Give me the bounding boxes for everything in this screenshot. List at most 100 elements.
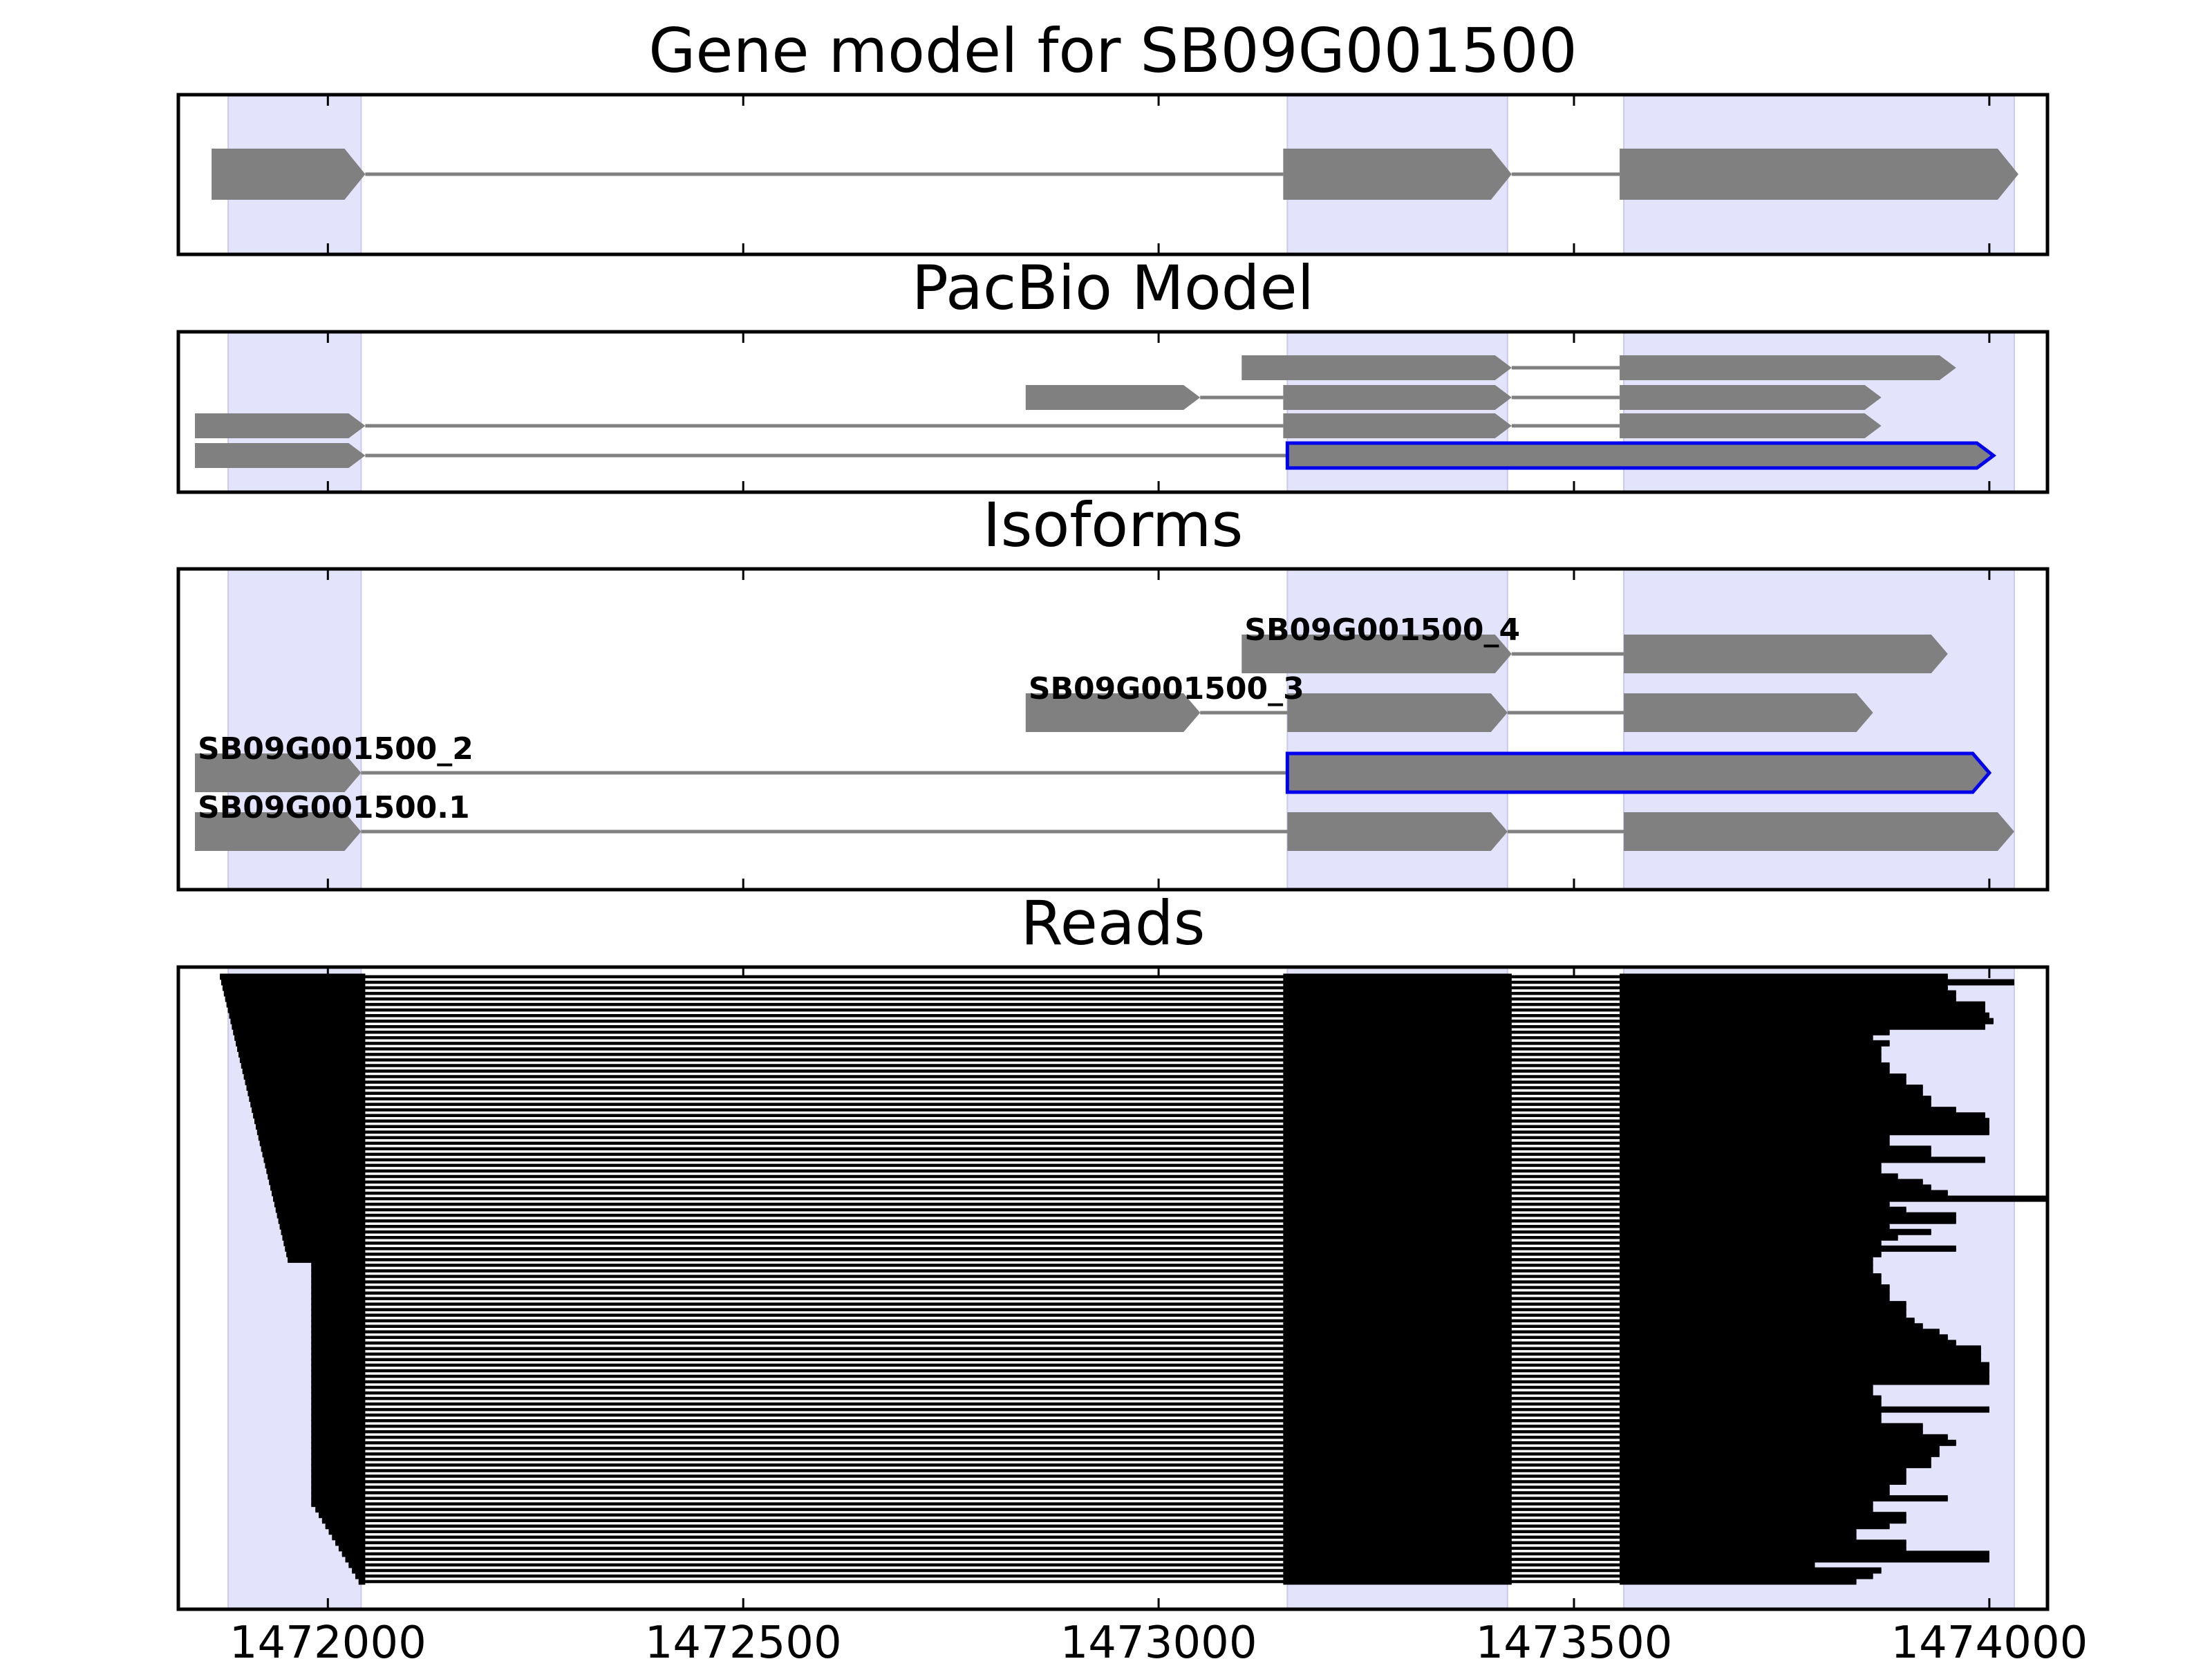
read-exon [311, 1356, 366, 1363]
read-exon [352, 1567, 366, 1574]
read-exon [1283, 1051, 1512, 1058]
read-exon [311, 1378, 366, 1385]
read-exon [1620, 1439, 1956, 1446]
read-exon [1620, 1168, 1882, 1174]
read-exon [1283, 1001, 1512, 1008]
read-exon [311, 1373, 366, 1380]
read-exon [1283, 1151, 1512, 1158]
read-exon [311, 1439, 366, 1446]
read-exon [1283, 1412, 1512, 1418]
exon-block [195, 812, 362, 851]
exon-block [1624, 693, 1873, 732]
read-exon [1283, 1023, 1512, 1030]
read-exon [311, 1334, 366, 1341]
read-exon [238, 1051, 366, 1058]
read-exon [1283, 1079, 1512, 1086]
reads-title: Reads [1021, 888, 1206, 959]
read-exon [1283, 990, 1512, 997]
read-exon [1620, 1578, 1857, 1585]
read-exon [1620, 1345, 1981, 1352]
read-exon [1620, 1234, 1898, 1241]
read-exon [1620, 1123, 1989, 1130]
read-exon [1283, 1550, 1512, 1557]
read-exon [1283, 1217, 1512, 1224]
read-exon [1283, 1539, 1512, 1546]
read-exon [1283, 1472, 1512, 1479]
read-exon [311, 1461, 366, 1468]
read-exon [1620, 1107, 1956, 1114]
read-exon [250, 1101, 366, 1108]
read-exon [259, 1140, 366, 1147]
read-exon [1283, 1417, 1512, 1424]
read-exon [1620, 1245, 1956, 1252]
read-exon [241, 1062, 366, 1069]
read-exon [1283, 979, 1512, 986]
read-exon [1283, 1129, 1512, 1136]
read-exon [1620, 1184, 1931, 1191]
read-exon [1283, 1384, 1512, 1391]
read-exon [1283, 1406, 1512, 1413]
read-exon [1620, 1090, 1923, 1097]
read-exon [1620, 1029, 1890, 1035]
axes-frame [176, 93, 2050, 256]
read-exon [348, 1562, 366, 1568]
read-exon [1620, 1206, 1906, 1213]
exon-block [1283, 413, 1512, 438]
exon-block [1620, 413, 1882, 438]
read-exon [1283, 1329, 1512, 1335]
read-exon [286, 1250, 366, 1257]
reads-panel: Reads [176, 888, 2050, 1611]
read-exon [1283, 1162, 1512, 1169]
read-exon [252, 1107, 366, 1114]
read-exon [279, 1223, 366, 1230]
read-exon [1283, 1395, 1512, 1402]
read-exon [227, 1006, 366, 1013]
read-exon [266, 1168, 366, 1174]
isoforms-panel: SB09G001500_4 SB09G001500_3 SB09G001500_2 S… [176, 489, 2050, 892]
read-exon [311, 1295, 366, 1302]
read-exon [311, 1323, 366, 1330]
read-exon [223, 990, 366, 997]
read-exon [1283, 1223, 1512, 1230]
read-exon [1283, 1262, 1512, 1268]
read-exon [1620, 1134, 1890, 1141]
read-exon [1620, 1351, 1981, 1358]
read-exon [234, 1034, 366, 1041]
read-exon [1620, 1318, 1915, 1324]
read-exon [1620, 1217, 1956, 1224]
exon-block [1241, 635, 1512, 673]
read-exon [311, 1400, 366, 1407]
read-exon [246, 1085, 366, 1091]
read-exon [1283, 1334, 1512, 1341]
read-exon [282, 1234, 366, 1241]
read-exon [328, 1528, 366, 1535]
read-exon [243, 1073, 366, 1080]
read-exon [220, 973, 366, 980]
read-exon [1620, 1456, 1931, 1463]
read-exon [315, 1506, 366, 1513]
read-exon [311, 1362, 366, 1369]
read-exon [1620, 1306, 1906, 1313]
read-exon [276, 1212, 366, 1219]
read-exon [1283, 1573, 1512, 1580]
read-exon [1620, 1467, 1906, 1474]
read-exon [1620, 1472, 1906, 1479]
read-exon [311, 1428, 366, 1435]
read-exon [1620, 1228, 1931, 1235]
read-exon [1620, 1079, 1906, 1086]
read-exon [226, 1001, 366, 1008]
read-exon [311, 1312, 366, 1319]
read-exon [311, 1450, 366, 1457]
read-exon [275, 1206, 366, 1213]
read-exon [1283, 1012, 1512, 1019]
read-exon [1283, 1045, 1512, 1052]
axes-frame [176, 567, 2050, 892]
read-exon [256, 1129, 366, 1136]
exon-block [1620, 149, 2018, 200]
read-exon [1283, 1323, 1512, 1330]
read-exon [1620, 995, 1956, 1002]
read-exon [1283, 1228, 1512, 1235]
read-exon [1283, 1201, 1512, 1208]
exon-block [195, 413, 366, 438]
read-exon [1620, 1250, 1882, 1257]
